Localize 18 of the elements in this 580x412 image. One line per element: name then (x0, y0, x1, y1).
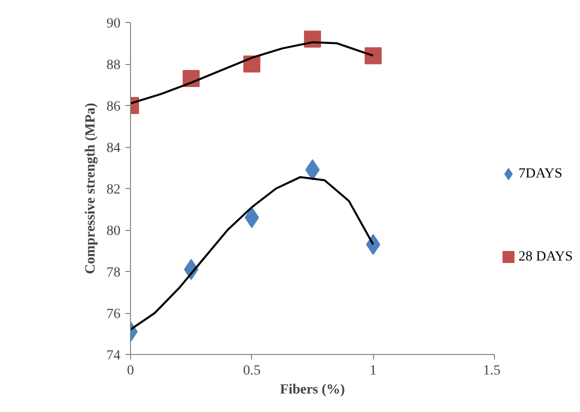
point (364, 47, 382, 64)
x-axis-title: Fibers (%) (280, 382, 346, 398)
y-tick-label: 88 (106, 58, 120, 73)
x-tick-label: 0 (127, 364, 134, 378)
x-tick-label: 1.5 (483, 364, 500, 378)
y-tick-label: 90 (106, 16, 120, 32)
x-tick-label: 0.5 (243, 364, 261, 378)
x-tick-label: 1 (370, 364, 377, 378)
y-tick-label: 76 (106, 307, 120, 322)
y-tick-label: 84 (106, 141, 120, 156)
y-tick-label: 80 (106, 224, 120, 239)
legend-label: 28 DAYS (518, 250, 573, 265)
y-tick-label: 78 (106, 266, 120, 280)
y-axis-title: Compressive strength (MPa) (84, 102, 98, 274)
y-tick-label: 86 (106, 100, 120, 114)
y-tick-label: 74 (106, 348, 120, 364)
y-tick-label: 82 (106, 182, 120, 198)
legend-label: 7DAYS (518, 166, 562, 182)
